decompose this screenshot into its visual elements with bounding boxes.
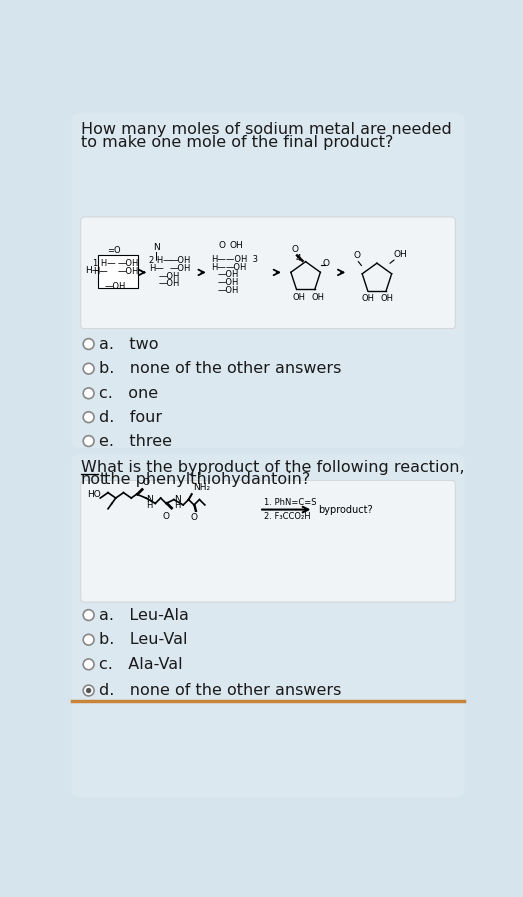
Text: —OH: —OH xyxy=(170,264,191,273)
Text: How many moles of sodium metal are needed: How many moles of sodium metal are neede… xyxy=(81,122,452,137)
Circle shape xyxy=(83,659,94,670)
Circle shape xyxy=(83,412,94,422)
Text: —OH: —OH xyxy=(118,259,140,268)
Text: N: N xyxy=(153,242,160,252)
FancyBboxPatch shape xyxy=(72,454,464,797)
Text: OH: OH xyxy=(230,241,243,250)
Circle shape xyxy=(83,388,94,398)
Text: 4: 4 xyxy=(295,254,301,263)
Text: N: N xyxy=(146,495,153,504)
Text: byproduct?: byproduct? xyxy=(318,505,373,515)
Text: NH₂: NH₂ xyxy=(194,483,210,492)
Text: What is the byproduct of the following reaction,: What is the byproduct of the following r… xyxy=(81,459,464,475)
Text: e.   three: e. three xyxy=(99,433,173,448)
FancyBboxPatch shape xyxy=(72,113,464,448)
Text: not: not xyxy=(81,472,107,487)
Text: the phenylthiohydantoin?: the phenylthiohydantoin? xyxy=(99,472,311,487)
Text: a.   two: a. two xyxy=(99,336,159,352)
Text: O: O xyxy=(143,478,150,487)
Text: —OH: —OH xyxy=(170,257,191,266)
Text: O: O xyxy=(353,251,360,260)
FancyBboxPatch shape xyxy=(81,217,455,328)
Circle shape xyxy=(86,688,92,693)
Text: b.   Leu-Val: b. Leu-Val xyxy=(99,632,188,648)
Text: —OH  3: —OH 3 xyxy=(226,255,258,264)
Text: H—: H— xyxy=(93,267,108,276)
Circle shape xyxy=(83,363,94,374)
Text: H: H xyxy=(174,501,180,510)
Text: 2. F₃CCO₂H: 2. F₃CCO₂H xyxy=(264,512,310,521)
Text: H—: H— xyxy=(211,263,226,272)
Text: d.   four: d. four xyxy=(99,410,163,424)
Text: O: O xyxy=(190,513,197,522)
Text: OH: OH xyxy=(292,293,305,302)
Text: a.   Leu-Ala: a. Leu-Ala xyxy=(99,607,189,623)
Text: c.   one: c. one xyxy=(99,386,158,401)
Text: to make one mole of the final product?: to make one mole of the final product? xyxy=(81,135,393,150)
Text: OH: OH xyxy=(394,249,408,258)
Text: b.   none of the other answers: b. none of the other answers xyxy=(99,361,342,376)
Circle shape xyxy=(83,339,94,350)
Text: —OH: —OH xyxy=(158,280,180,289)
Bar xyxy=(98,256,138,288)
Text: —OH: —OH xyxy=(218,278,240,287)
Text: c.   Ala-Val: c. Ala-Val xyxy=(99,657,183,672)
Text: —OH: —OH xyxy=(218,285,240,294)
Text: d.   none of the other answers: d. none of the other answers xyxy=(99,683,342,698)
Text: —OH: —OH xyxy=(226,263,247,272)
Text: —OH: —OH xyxy=(158,272,180,281)
Text: H—: H— xyxy=(149,264,164,273)
Text: OH: OH xyxy=(380,294,393,303)
Text: =O: =O xyxy=(107,247,121,256)
Text: OH: OH xyxy=(312,293,325,302)
Text: O: O xyxy=(291,245,298,254)
Circle shape xyxy=(83,436,94,447)
Text: H—: H— xyxy=(85,266,100,275)
Text: HO: HO xyxy=(87,490,101,499)
Text: H—: H— xyxy=(211,255,226,264)
Text: 1. PhN=C=S: 1. PhN=C=S xyxy=(264,498,316,508)
Text: 1 H—: 1 H— xyxy=(93,259,116,268)
Circle shape xyxy=(83,685,94,696)
Text: —OH: —OH xyxy=(118,267,140,276)
Text: O: O xyxy=(323,258,329,267)
Text: N: N xyxy=(174,495,180,504)
Text: O: O xyxy=(162,512,169,521)
Text: —OH: —OH xyxy=(104,282,126,291)
Text: —OH: —OH xyxy=(218,270,240,279)
Circle shape xyxy=(83,610,94,621)
Circle shape xyxy=(83,634,94,645)
Text: O: O xyxy=(219,241,226,250)
Text: 2 H—: 2 H— xyxy=(149,257,172,266)
Text: H: H xyxy=(146,501,152,510)
Text: OH: OH xyxy=(361,294,374,303)
FancyBboxPatch shape xyxy=(81,480,455,602)
